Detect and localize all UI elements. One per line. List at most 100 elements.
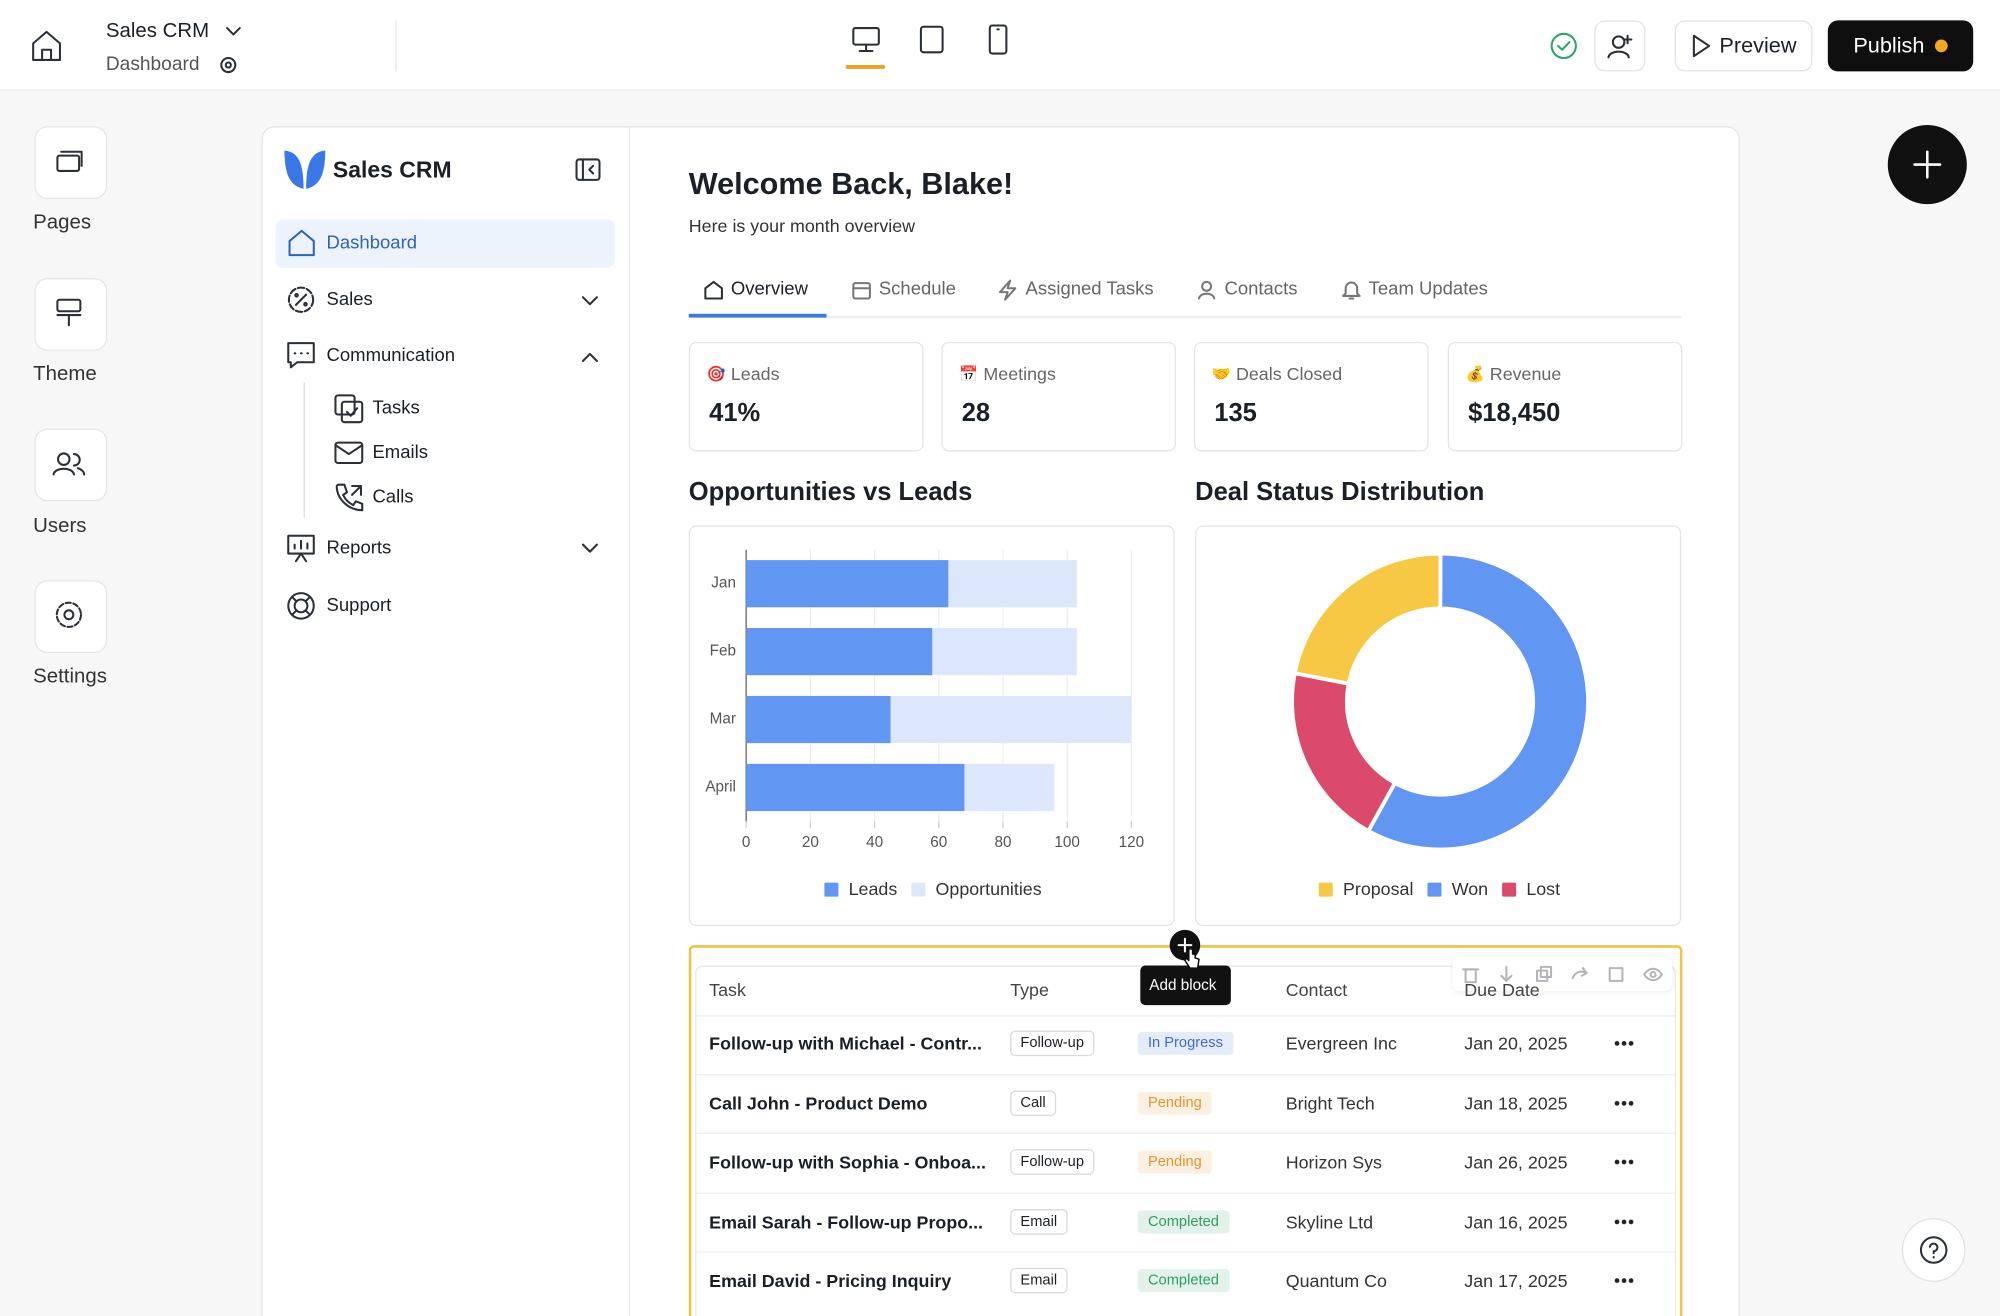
tab-icon: [1342, 281, 1361, 300]
x-tick-label: 100: [1054, 834, 1080, 851]
app-name[interactable]: Sales CRM: [105, 20, 210, 43]
nav-item[interactable]: Support: [326, 595, 392, 617]
x-tick-label: 0: [742, 834, 751, 851]
sub-nav-item[interactable]: Tasks: [372, 397, 420, 419]
sidebar-divider: [628, 127, 631, 1316]
users-icon: [52, 452, 86, 476]
nav-item[interactable]: Dashboard: [326, 233, 418, 254]
sub-nav-icon: [334, 441, 364, 465]
column-header: Contact: [1285, 979, 1348, 1000]
type-badge: Email: [1010, 1267, 1068, 1294]
stat-icon: 💰: [1465, 364, 1485, 383]
brand-logo: [284, 150, 326, 189]
donut-chart: Proposal Won Lost: [1195, 525, 1682, 927]
due-cell: Jan 20, 2025: [1464, 1033, 1568, 1054]
row-menu[interactable]: [1613, 1159, 1634, 1165]
collapse-sidebar[interactable]: [575, 158, 601, 181]
y-tick-label: Feb: [710, 643, 736, 660]
legend-swatch: [1318, 882, 1333, 897]
stat-value: 41%: [709, 399, 761, 428]
stat-value: 135: [1214, 399, 1257, 428]
page-settings[interactable]: [219, 56, 237, 74]
app-dropdown[interactable]: [226, 27, 241, 37]
row-border: [696, 1073, 1675, 1075]
task-cell[interactable]: Email David - Pricing Inquiry: [709, 1270, 952, 1291]
type-badge: Email: [1010, 1208, 1068, 1235]
contact-cell: Bright Tech: [1285, 1092, 1375, 1113]
stat-icon: 🎯: [706, 364, 726, 383]
row-menu[interactable]: [1613, 1100, 1634, 1106]
settings-tile[interactable]: [34, 580, 108, 654]
legend-label: Leads: [849, 879, 898, 899]
chart-title: Deal Status Distribution: [1195, 478, 1485, 507]
x-tick-label: 20: [802, 834, 819, 851]
header-border: [696, 1015, 1675, 1017]
publish-button[interactable]: [1827, 20, 1974, 72]
stat-value: $18,450: [1468, 399, 1561, 428]
page-title: Welcome Back, Blake!: [688, 167, 1014, 202]
sub-nav-item[interactable]: Calls: [372, 487, 414, 508]
tab[interactable]: Team Updates: [1368, 279, 1488, 300]
home-button[interactable]: [31, 29, 63, 62]
pages-tile[interactable]: [34, 126, 108, 199]
row-border: [696, 1251, 1675, 1253]
y-tick-label: Jan: [711, 575, 736, 592]
tab[interactable]: Contacts: [1224, 279, 1298, 300]
sub-nav-icon: [335, 483, 364, 512]
tab-icon: [998, 279, 1017, 301]
collapse-chevron[interactable]: [581, 352, 599, 362]
collaborators-button[interactable]: [1594, 20, 1646, 72]
theme-tile[interactable]: [34, 278, 108, 351]
preview-button[interactable]: [1674, 20, 1813, 72]
theme-icon: [56, 298, 82, 327]
selected-block[interactable]: [688, 945, 1683, 1316]
stat-card: [688, 341, 924, 452]
block-toolbar: [1452, 956, 1673, 992]
tab[interactable]: Overview: [730, 279, 808, 300]
table: [695, 965, 1677, 1316]
bar: [932, 628, 1077, 676]
stat-card: [1447, 341, 1683, 452]
x-tick-label: 120: [1119, 834, 1145, 851]
stat-label: Deals Closed: [1235, 363, 1343, 384]
y-tick-label: April: [705, 779, 736, 796]
plus-icon: [1177, 937, 1193, 953]
user-icon: [1607, 34, 1633, 59]
due-cell: Jan 26, 2025: [1464, 1151, 1568, 1173]
page-subtitle: Here is your month overview: [688, 215, 916, 236]
sub-nav-item[interactable]: Emails: [372, 442, 428, 464]
block-toolbar-icons[interactable]: [1461, 965, 1667, 984]
row-border: [696, 1191, 1675, 1194]
bar-chart: 0 20 40 60 80 100 120 Jan Feb Mar April Leads Opport…: [688, 525, 1175, 927]
expand-chevron[interactable]: [581, 543, 599, 553]
contact-cell: Evergreen Inc: [1285, 1033, 1397, 1054]
mobile-view[interactable]: [988, 24, 1008, 55]
tab[interactable]: Schedule: [878, 279, 956, 300]
stat-label: Leads: [730, 363, 780, 384]
task-cell[interactable]: Follow-up with Michael - Contr...: [709, 1033, 983, 1054]
users-tile[interactable]: [34, 428, 108, 502]
help-button[interactable]: [1901, 1218, 1966, 1282]
row-menu[interactable]: [1613, 1218, 1634, 1224]
nav-item[interactable]: Communication: [326, 345, 456, 367]
active-nav-bg: [275, 219, 615, 268]
nav-item[interactable]: Sales: [326, 289, 373, 310]
contact-cell: Horizon Sys: [1285, 1151, 1382, 1173]
desktop-view[interactable]: [852, 27, 880, 53]
expand-chevron[interactable]: [581, 296, 599, 306]
nav-item[interactable]: Reports: [326, 538, 392, 559]
type-badge: Call: [1010, 1089, 1056, 1116]
tablet-view[interactable]: [919, 25, 944, 54]
tab[interactable]: Assigned Tasks: [1025, 279, 1154, 300]
row-menu[interactable]: [1613, 1278, 1634, 1284]
pages-icon: [56, 150, 83, 172]
donut-segment: [1290, 671, 1398, 834]
task-cell[interactable]: Call John - Product Demo: [709, 1092, 928, 1113]
row-menu[interactable]: [1613, 1040, 1634, 1046]
tab-icon: [852, 282, 871, 300]
task-cell[interactable]: Follow-up with Sophia - Onboa...: [709, 1151, 986, 1173]
bar: [746, 695, 891, 744]
task-cell[interactable]: Email Sarah - Follow-up Propo...: [709, 1211, 984, 1232]
